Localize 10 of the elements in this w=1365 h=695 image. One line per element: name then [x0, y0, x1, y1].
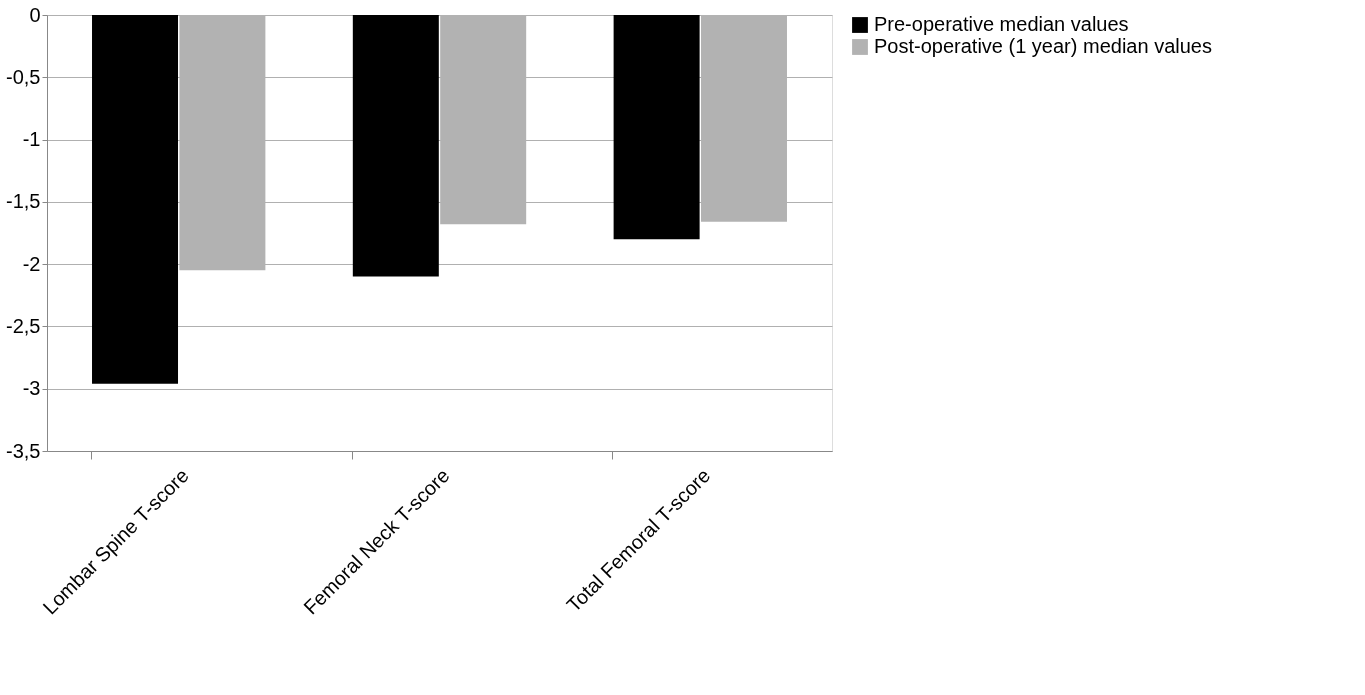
y-tick-label: -2: [22, 252, 41, 275]
y-tick-label: -0,5: [6, 65, 41, 88]
y-tick-label: 0: [29, 3, 41, 26]
y-tick-label: -2,5: [6, 314, 41, 337]
legend-label: Pre-operative median values: [874, 13, 1129, 35]
y-tick-label: -3,5: [6, 439, 41, 462]
legend-label: Post-operative (1 year) median values: [874, 35, 1212, 57]
y-tick-label: -3: [22, 377, 41, 400]
y-tick-label: -1: [22, 128, 41, 151]
y-tick-label: -1,5: [6, 190, 41, 213]
